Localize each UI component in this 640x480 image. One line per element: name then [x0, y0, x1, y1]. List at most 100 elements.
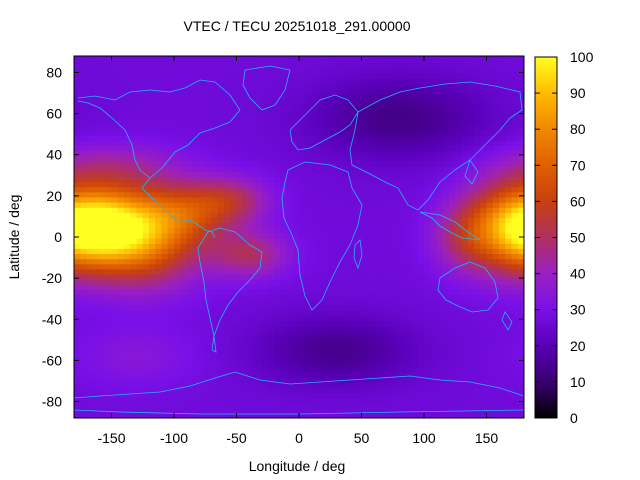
heatmap-cell [505, 340, 513, 347]
heatmap-cell [405, 263, 413, 270]
heatmap-cell [455, 150, 463, 157]
heatmap-cell [411, 412, 419, 418]
heatmap-cell [342, 227, 350, 234]
heatmap-cell [392, 376, 400, 383]
heatmap-cell [105, 366, 113, 373]
heatmap-cell [505, 310, 513, 316]
heatmap-cell [86, 299, 94, 306]
heatmap-cell [230, 150, 238, 157]
heatmap-cell [186, 340, 194, 347]
heatmap-cell [105, 376, 113, 383]
heatmap-cell [461, 171, 469, 177]
heatmap-cell [136, 114, 144, 121]
heatmap-cell [192, 83, 200, 90]
heatmap-cell [292, 94, 300, 100]
heatmap-cell [167, 258, 175, 265]
heatmap-cell [199, 58, 206, 64]
heatmap-cell [142, 387, 150, 393]
heatmap-cell [392, 289, 400, 296]
heatmap-cell [242, 402, 250, 409]
heatmap-cell [436, 392, 444, 399]
heatmap-cell [142, 217, 150, 224]
heatmap-cell [474, 217, 481, 224]
heatmap-cell [449, 78, 456, 85]
heatmap-cell [311, 335, 319, 342]
heatmap-cell [380, 335, 388, 342]
heatmap-cell [242, 171, 250, 177]
heatmap-cell [411, 68, 419, 75]
heatmap-cell [74, 243, 81, 249]
heatmap-cell [136, 310, 144, 316]
heatmap-cell [186, 232, 194, 239]
heatmap-cell [142, 73, 150, 80]
heatmap-cell [336, 382, 344, 388]
heatmap-cell [236, 243, 244, 249]
heatmap-cell [261, 248, 269, 255]
heatmap-cell [142, 351, 150, 357]
heatmap-cell [399, 202, 406, 208]
heatmap-cell [230, 68, 238, 75]
heatmap-cell [330, 63, 338, 69]
heatmap-cell [161, 294, 169, 301]
heatmap-cell [467, 243, 475, 249]
heatmap-cell [199, 119, 206, 126]
heatmap-cell [186, 258, 194, 265]
heatmap-cell [74, 114, 81, 121]
heatmap-cell [261, 212, 269, 219]
heatmap-cell [461, 397, 469, 404]
heatmap-cell [305, 382, 313, 388]
heatmap-cell [474, 387, 481, 393]
heatmap-cell [492, 371, 500, 378]
heatmap-cell [374, 145, 381, 152]
heatmap-cell [349, 268, 356, 275]
heatmap-cell [86, 330, 94, 337]
heatmap-cell [242, 253, 250, 260]
heatmap-cell [86, 155, 94, 162]
heatmap-cell [286, 99, 294, 105]
heatmap-cell [480, 402, 488, 409]
heatmap-cell [367, 258, 375, 265]
heatmap-cell [274, 207, 281, 213]
heatmap-cell [299, 202, 306, 208]
heatmap-cell [449, 325, 456, 332]
heatmap-cell [317, 212, 325, 219]
heatmap-cell [267, 238, 275, 244]
heatmap-cell [386, 325, 394, 332]
heatmap-cell [161, 310, 169, 316]
heatmap-cell [336, 68, 344, 75]
heatmap-cell [492, 202, 500, 208]
heatmap-cell [349, 304, 356, 311]
heatmap-cell [74, 176, 81, 183]
heatmap-cell [186, 150, 194, 157]
heatmap-cell [511, 114, 519, 121]
heatmap-cell [92, 340, 100, 347]
heatmap-cell [436, 68, 444, 75]
heatmap-cell [92, 335, 100, 342]
heatmap-cell [224, 248, 231, 255]
heatmap-cell [149, 202, 156, 208]
heatmap-cell [174, 289, 181, 296]
heatmap-cell [374, 160, 381, 167]
heatmap-cell [292, 124, 300, 131]
heatmap-cell [274, 171, 281, 177]
heatmap-cell [461, 124, 469, 131]
heatmap-cell [267, 402, 275, 409]
heatmap-cell [274, 263, 281, 270]
heatmap-cell [149, 207, 156, 213]
heatmap-cell [230, 376, 238, 383]
heatmap-cell [305, 335, 313, 342]
heatmap-cell [136, 222, 144, 229]
heatmap-cell [230, 196, 238, 203]
heatmap-cell [217, 258, 225, 265]
heatmap-cell [311, 191, 319, 198]
heatmap-cell [267, 160, 275, 167]
heatmap-cell [99, 196, 106, 203]
heatmap-cell [249, 196, 256, 203]
heatmap-cell [217, 78, 225, 85]
heatmap-cell [330, 315, 338, 321]
heatmap-cell [130, 284, 138, 291]
heatmap-cell [80, 135, 88, 141]
heatmap-cell [105, 99, 113, 105]
heatmap-cell [349, 217, 356, 224]
heatmap-cell [411, 299, 419, 306]
